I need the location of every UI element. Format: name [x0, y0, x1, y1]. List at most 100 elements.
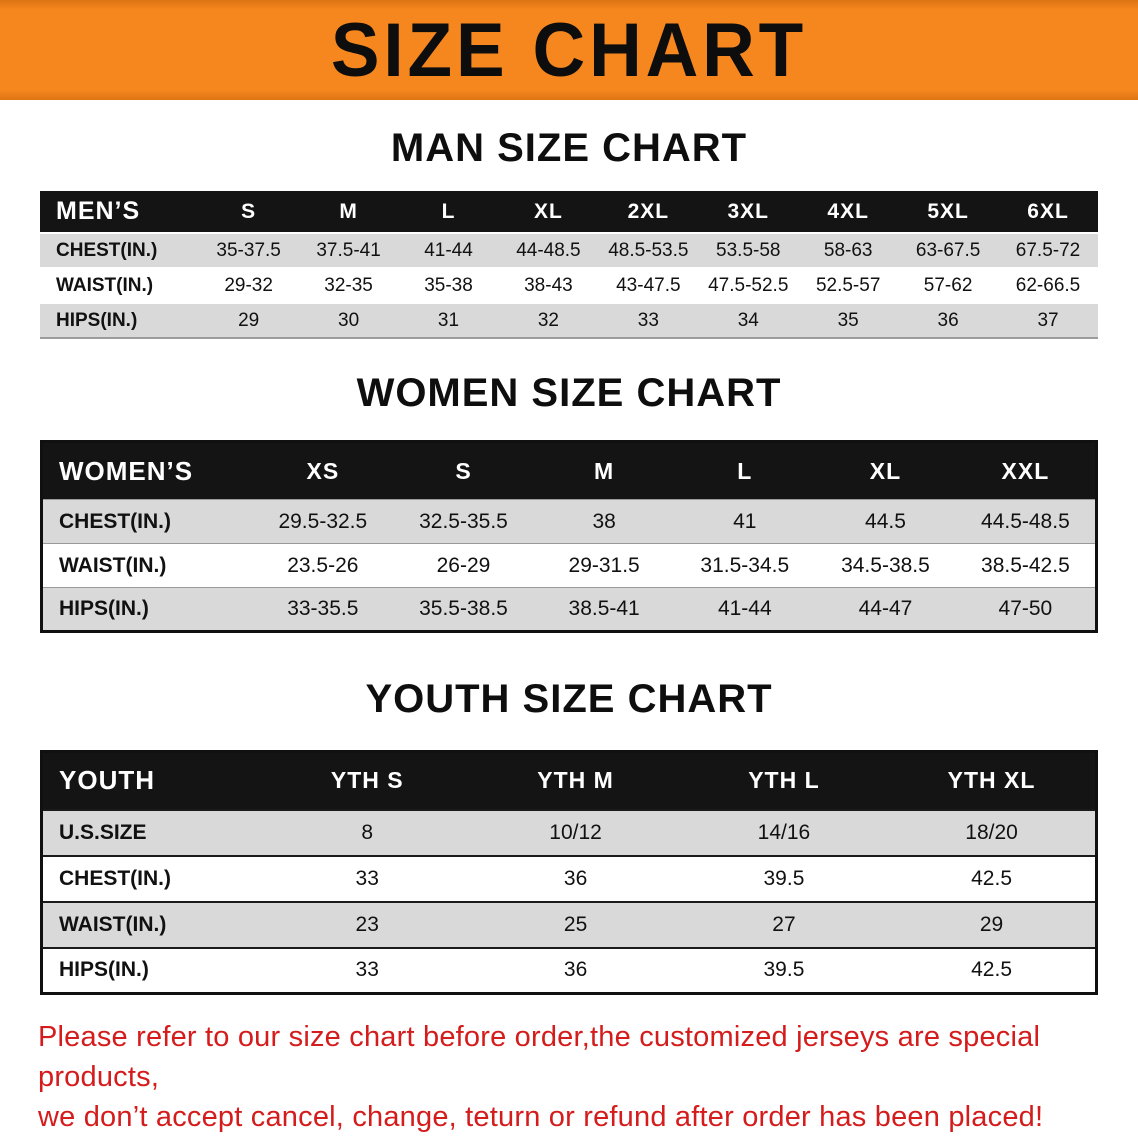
cell-value: 29.5-32.5	[252, 499, 394, 544]
cell-value: 32	[498, 303, 599, 338]
page-title: SIZE CHART	[330, 7, 808, 93]
cell-value: 23	[263, 900, 472, 948]
cell-value: 32.5-35.5	[393, 499, 534, 544]
cell-value: 38.5-41	[533, 587, 675, 632]
column-header: M	[298, 191, 399, 233]
table-row: HIPS(IN.) 29 30 31 32 33 34 35 36 37	[40, 303, 1098, 338]
men-size-table: MEN’S S M L XL 2XL 3XL 4XL 5XL 6XL CHEST(IN.) 35-37…	[40, 191, 1098, 339]
column-header: XS	[252, 441, 394, 500]
column-header: L	[674, 441, 816, 500]
column-header: WOMEN’S	[41, 441, 253, 500]
cell-value: 36	[471, 946, 680, 994]
column-header: L	[398, 191, 499, 233]
table-row: WAIST(IN.) 29-32 32-35 35-38 38-43 43-47.5 47.…	[40, 268, 1098, 303]
cell-value: 29	[888, 900, 1097, 948]
cell-value: 39.5	[679, 946, 889, 994]
cell-value: 37	[998, 303, 1098, 338]
row-label: WAIST(IN.)	[41, 900, 264, 948]
column-header: YOUTH	[41, 751, 264, 810]
cell-value: 48.5-53.5	[598, 233, 699, 268]
cell-value: 25	[471, 900, 680, 948]
cell-value: 47.5-52.5	[698, 268, 799, 303]
cell-value: 57-62	[898, 268, 999, 303]
cell-value: 34	[698, 303, 799, 338]
cell-value: 35.5-38.5	[393, 587, 534, 632]
cell-value: 8	[263, 808, 472, 856]
women-section-heading: WOMEN SIZE CHART	[356, 371, 782, 415]
column-header: YTH M	[471, 751, 680, 810]
cell-value: 29-32	[198, 268, 299, 303]
row-label: HIPS(IN.)	[41, 587, 253, 632]
cell-value: 31.5-34.5	[674, 543, 816, 588]
cell-value: 53.5-58	[698, 233, 799, 268]
table-row: WAIST(IN.) 23.5-26 26-29 29-31.5 31.5-34.5 34…	[41, 543, 1097, 588]
column-header: MEN’S	[40, 191, 199, 233]
cell-value: 44-48.5	[498, 233, 599, 268]
row-label: CHEST(IN.)	[40, 233, 199, 268]
cell-value: 30	[298, 303, 399, 338]
cell-value: 41-44	[398, 233, 499, 268]
cell-value: 32-35	[298, 268, 399, 303]
note-line-1: Please refer to our size chart before or…	[38, 1021, 1041, 1094]
column-header: 5XL	[898, 191, 999, 233]
column-header: XXL	[955, 441, 1097, 500]
women-size-table: WOMEN’S XS S M L XL XXL CHEST(IN.) 29.5-32.5 32.5…	[40, 440, 1098, 633]
table-row: U.S.SIZE 8 10/12 14/16 18/20	[41, 808, 1097, 856]
cell-value: 44-47	[815, 587, 956, 632]
row-label: HIPS(IN.)	[40, 303, 199, 338]
row-label: WAIST(IN.)	[41, 543, 253, 588]
cell-value: 29-31.5	[533, 543, 675, 588]
cell-value: 62-66.5	[998, 268, 1098, 303]
banner: SIZE CHART	[0, 0, 1138, 100]
cell-value: 27	[679, 900, 889, 948]
cell-value: 33-35.5	[252, 587, 394, 632]
cell-value: 43-47.5	[598, 268, 699, 303]
row-label: WAIST(IN.)	[40, 268, 199, 303]
row-label: CHEST(IN.)	[41, 499, 253, 544]
cell-value: 38	[533, 499, 675, 544]
youth-section-heading: YOUTH SIZE CHART	[365, 677, 773, 721]
column-header: XL	[815, 441, 956, 500]
column-header: YTH S	[263, 751, 472, 810]
cell-value: 10/12	[471, 808, 680, 856]
youth-size-table: YOUTH YTH S YTH M YTH L YTH XL U.S.SIZE 8 10/12…	[40, 750, 1098, 995]
cell-value: 33	[263, 854, 472, 902]
cell-value: 42.5	[888, 946, 1097, 994]
cell-value: 52.5-57	[798, 268, 899, 303]
cell-value: 63-67.5	[898, 233, 999, 268]
section-women: WOMEN SIZE CHART WOMEN’S XS S M L XL XXL CHEST(…	[0, 371, 1138, 633]
table-row: CHEST(IN.) 33 36 39.5 42.5	[41, 854, 1097, 902]
cell-value: 14/16	[679, 808, 889, 856]
men-section-heading: MAN SIZE CHART	[390, 126, 748, 170]
cell-value: 41	[674, 499, 816, 544]
column-header: 3XL	[698, 191, 799, 233]
footer-note: Please refer to our size chart before or…	[38, 1017, 1100, 1137]
cell-value: 36	[471, 854, 680, 902]
cell-value: 47-50	[955, 587, 1097, 632]
column-header: YTH L	[679, 751, 889, 810]
row-label: HIPS(IN.)	[41, 946, 264, 994]
table-row: WAIST(IN.) 23 25 27 29	[41, 900, 1097, 948]
cell-value: 44.5	[815, 499, 956, 544]
table-row: HIPS(IN.) 33-35.5 35.5-38.5 38.5-41 41-44 44-…	[41, 587, 1097, 632]
cell-value: 31	[398, 303, 499, 338]
cell-value: 37.5-41	[298, 233, 399, 268]
column-header: YTH XL	[888, 751, 1097, 810]
cell-value: 29	[198, 303, 299, 338]
cell-value: 41-44	[674, 587, 816, 632]
cell-value: 18/20	[888, 808, 1097, 856]
section-men: MAN SIZE CHART MEN’S S M L XL 2XL 3XL 4XL 5XL 6XL…	[0, 126, 1138, 339]
cell-value: 33	[263, 946, 472, 994]
table-header-row: YOUTH YTH S YTH M YTH L YTH XL	[41, 751, 1097, 810]
cell-value: 23.5-26	[252, 543, 394, 588]
note-line-2: we don’t accept cancel, change, teturn o…	[38, 1101, 1044, 1134]
column-header: S	[198, 191, 299, 233]
table-row: HIPS(IN.) 33 36 39.5 42.5	[41, 946, 1097, 994]
cell-value: 36	[898, 303, 999, 338]
cell-value: 58-63	[798, 233, 899, 268]
cell-value: 35-38	[398, 268, 499, 303]
table-header-row: MEN’S S M L XL 2XL 3XL 4XL 5XL 6XL	[40, 191, 1098, 233]
table-header-row: WOMEN’S XS S M L XL XXL	[41, 441, 1097, 500]
cell-value: 38-43	[498, 268, 599, 303]
